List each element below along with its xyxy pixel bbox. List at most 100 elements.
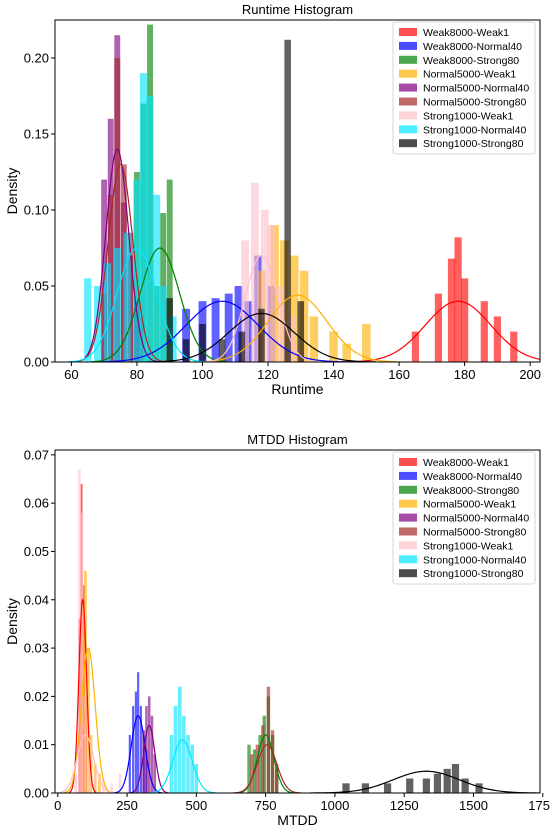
bar-normal5000-weak1 bbox=[84, 570, 87, 793]
kde-weak8000-normal40 bbox=[113, 715, 163, 794]
x-tick-label: 250 bbox=[116, 798, 138, 813]
bar-normal5000-weak1 bbox=[329, 331, 338, 362]
bar-strong1000-normal40 bbox=[113, 248, 121, 362]
legend-swatch-weak8000-strong80 bbox=[399, 55, 417, 64]
kde-strong1000-normal40 bbox=[148, 739, 217, 794]
legend-label-normal5000-strong80: Normal5000-Strong80 bbox=[423, 527, 526, 539]
x-tick-label: 200 bbox=[519, 367, 541, 382]
bar-normal5000-strong80 bbox=[250, 754, 254, 793]
bar-strong1000-normal40 bbox=[194, 764, 199, 793]
kde-normal5000-normal40 bbox=[77, 148, 158, 363]
x-ticks: 60 80 100 120 140 160 180 200 bbox=[64, 362, 541, 382]
kde-curves bbox=[68, 148, 541, 363]
x-tick-label: 120 bbox=[257, 367, 279, 382]
bar-weak8000-strong80 bbox=[166, 179, 173, 362]
x-tick-label: 0 bbox=[54, 798, 61, 813]
kde-strong1000-strong80 bbox=[309, 770, 541, 794]
y-tick-label: 0.15 bbox=[24, 127, 49, 142]
kde-normal5000-weak1 bbox=[63, 647, 113, 794]
x-tick-label: 500 bbox=[185, 798, 207, 813]
legend-label-weak8000-strong80: Weak8000-Strong80 bbox=[423, 55, 519, 67]
bar-weak8000-normal40 bbox=[128, 735, 131, 793]
y-tick-label: 0.01 bbox=[24, 737, 49, 752]
y-tick-label: 0.00 bbox=[24, 355, 49, 370]
bar-strong1000-weak1 bbox=[88, 754, 91, 793]
bar-weak8000-weak1 bbox=[411, 331, 420, 362]
bar-weak8000-strong80 bbox=[247, 744, 251, 793]
y-tick-label: 0.00 bbox=[24, 786, 49, 801]
bar-strong1000-strong80 bbox=[182, 339, 190, 362]
bar-weak8000-normal40 bbox=[224, 293, 233, 362]
kde-weak8000-weak1 bbox=[343, 300, 541, 363]
bar-strong1000-strong80 bbox=[475, 783, 483, 793]
legend-swatch-normal5000-normal40 bbox=[399, 513, 417, 522]
x-tick-label: 1000 bbox=[320, 798, 349, 813]
legend-swatch-weak8000-normal40 bbox=[399, 471, 417, 480]
chart-title: MTDD Histogram bbox=[247, 432, 347, 447]
bar-normal5000-strong80 bbox=[255, 744, 259, 793]
bar-strong1000-weak1 bbox=[277, 286, 286, 362]
bar-weak8000-weak1 bbox=[480, 301, 488, 362]
y-tick-label: 0.20 bbox=[24, 51, 49, 66]
bar-weak8000-weak1 bbox=[461, 278, 469, 362]
legend-label-strong1000-weak1: Strong1000-Weak1 bbox=[423, 540, 513, 552]
legend-label-strong1000-weak1: Strong1000-Weak1 bbox=[423, 110, 513, 122]
bar-strong1000-normal40 bbox=[123, 232, 131, 362]
bar-strong1000-normal40 bbox=[139, 73, 148, 362]
bar-strong1000-normal40 bbox=[190, 744, 194, 793]
bar-strong1000-strong80 bbox=[461, 778, 469, 793]
legend-swatch-normal5000-strong80 bbox=[399, 527, 417, 536]
bar-normal5000-weak1 bbox=[97, 773, 101, 793]
bar-strong1000-strong80 bbox=[422, 778, 430, 793]
bars bbox=[74, 469, 483, 793]
bar-weak8000-normal40 bbox=[211, 298, 220, 362]
bar-strong1000-strong80 bbox=[258, 308, 265, 362]
bar-strong1000-weak1 bbox=[84, 696, 87, 793]
bar-strong1000-weak1 bbox=[78, 469, 81, 793]
bar-strong1000-normal40 bbox=[182, 715, 186, 793]
axes-frame bbox=[54, 19, 541, 363]
bar-normal5000-strong80 bbox=[261, 725, 265, 793]
bar-normal5000-weak1 bbox=[289, 255, 299, 362]
axes-frame bbox=[54, 449, 541, 794]
x-tick-label: 1500 bbox=[459, 798, 488, 813]
bar-strong1000-strong80 bbox=[218, 339, 226, 362]
bar-normal5000-weak1 bbox=[342, 343, 351, 362]
kde-strong1000-normal40 bbox=[68, 247, 206, 363]
bar-strong1000-weak1 bbox=[102, 778, 105, 793]
bar-weak8000-normal40 bbox=[182, 308, 191, 362]
bar-strong1000-strong80 bbox=[342, 783, 350, 793]
bar-weak8000-weak1 bbox=[447, 258, 456, 362]
x-axis-label: MTDD bbox=[277, 812, 317, 828]
bar-normal5000-strong80 bbox=[275, 764, 279, 793]
legend-label-weak8000-weak1: Weak8000-Weak1 bbox=[423, 457, 509, 469]
kde-strong1000-strong80 bbox=[146, 312, 377, 363]
x-axis-label: Runtime bbox=[271, 381, 323, 397]
y-ticks: 0.00 0.01 0.02 0.03 0.04 0.05 0.06 0.07 bbox=[24, 447, 55, 801]
bar-weak8000-normal40 bbox=[132, 706, 135, 793]
bar-strong1000-strong80 bbox=[199, 324, 206, 362]
legend-swatch-weak8000-weak1 bbox=[399, 458, 417, 466]
legend-swatch-strong1000-normal40 bbox=[399, 125, 417, 134]
bar-strong1000-strong80 bbox=[361, 783, 370, 793]
legend-swatch-normal5000-strong80 bbox=[399, 97, 417, 106]
bar-weak8000-weak1 bbox=[493, 316, 502, 362]
bar-normal5000-weak1 bbox=[89, 735, 93, 793]
legend-swatch-strong1000-normal40 bbox=[399, 555, 417, 564]
bar-strong1000-normal40 bbox=[133, 179, 141, 362]
kde-strong1000-weak1 bbox=[204, 254, 319, 363]
x-tick-label: 160 bbox=[388, 367, 410, 382]
kde-weak8000-strong80 bbox=[236, 734, 295, 794]
legend-label-weak8000-normal40: Weak8000-Normal40 bbox=[423, 471, 522, 483]
y-tick-label: 0.10 bbox=[24, 203, 49, 218]
y-tick-label: 0.03 bbox=[24, 641, 49, 656]
bar-normal5000-strong80 bbox=[266, 686, 271, 793]
legend-swatch-strong1000-weak1 bbox=[399, 111, 417, 120]
legend: Weak8000-Weak1 Weak8000-Normal40 Weak8000-… bbox=[392, 21, 536, 155]
legend-swatch-normal5000-normal40 bbox=[399, 83, 417, 92]
legend-swatch-strong1000-weak1 bbox=[399, 541, 417, 550]
y-tick-label: 0.07 bbox=[24, 447, 49, 462]
bar-strong1000-normal40 bbox=[177, 686, 182, 793]
